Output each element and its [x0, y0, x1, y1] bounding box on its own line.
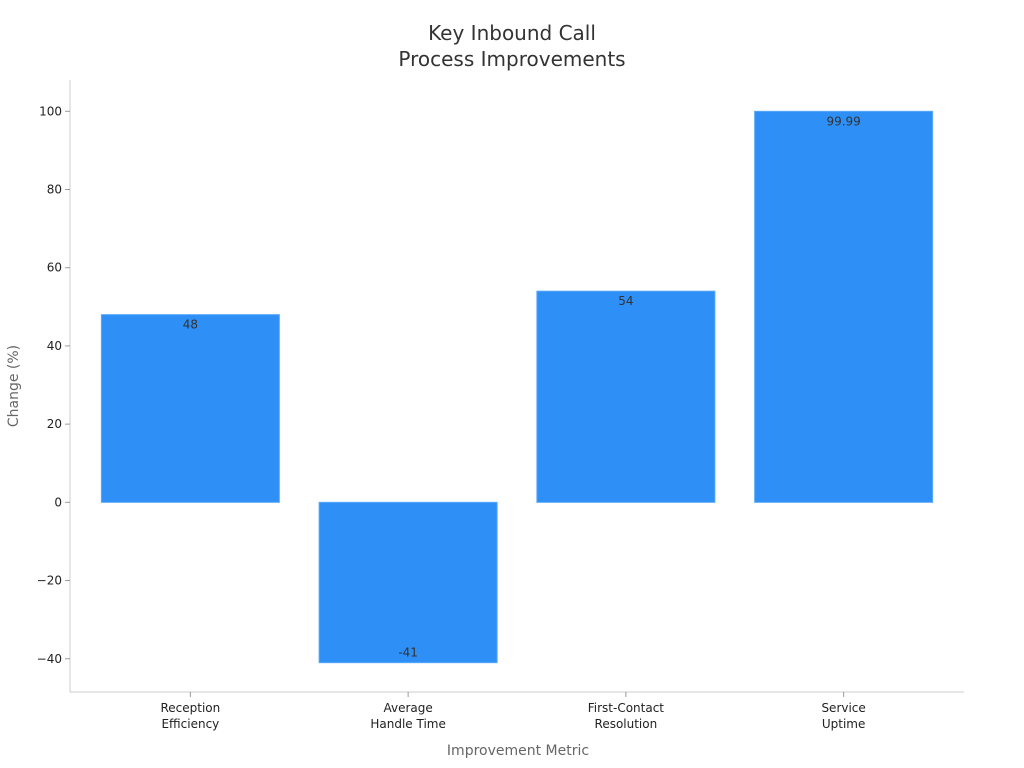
bar	[536, 290, 716, 503]
x-tick-label: Reception	[160, 701, 220, 715]
x-axis-ticks: Reception Efficiency Average Handle Time Fir…	[160, 692, 866, 731]
bar-value-label: 48	[183, 318, 198, 332]
y-tick-label: −40	[37, 652, 62, 666]
x-axis-title: Improvement Metric	[447, 743, 589, 759]
y-tick-label: −20	[37, 574, 62, 588]
y-tick-label: 60	[47, 261, 62, 275]
y-axis-title: Change (%)	[6, 345, 22, 427]
x-tick-label: First-Contact	[588, 701, 665, 715]
bar-value-label: -41	[398, 646, 418, 660]
chart-title-line-2: Process Improvements	[398, 47, 625, 71]
x-tick-label: Service	[821, 701, 865, 715]
bar-value-label: 54	[618, 294, 633, 308]
x-tick-label: Resolution	[595, 717, 658, 731]
y-tick-label: 0	[54, 495, 62, 509]
y-tick-label: 80	[47, 182, 62, 196]
bars-group: 48 -41 54 99.99	[100, 110, 934, 664]
x-tick-label: Uptime	[822, 717, 866, 731]
bar-value-label: 99.99	[826, 114, 860, 128]
y-axis-ticks: −40 −20 0 20 40 60 80 100	[37, 104, 70, 666]
y-tick-label: 20	[47, 417, 62, 431]
y-tick-label: 40	[47, 339, 62, 353]
bar	[754, 110, 934, 503]
x-tick-label: Efficiency	[161, 717, 219, 731]
x-tick-label: Average	[383, 701, 432, 715]
chart-title-line-1: Key Inbound Call	[428, 21, 596, 45]
y-tick-label: 100	[39, 104, 62, 118]
x-tick-label: Handle Time	[370, 717, 446, 731]
bar	[100, 314, 280, 503]
bar	[318, 501, 498, 664]
